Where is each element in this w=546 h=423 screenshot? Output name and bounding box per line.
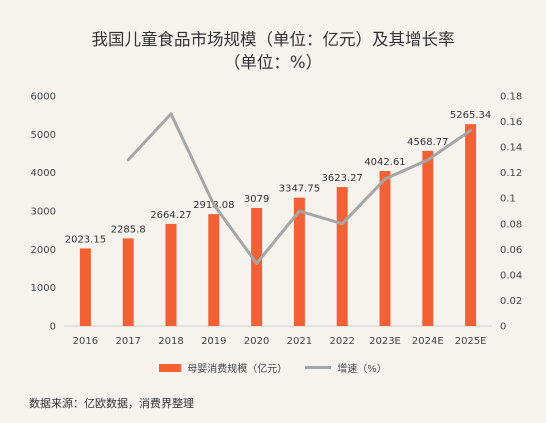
y-right-tick-label: 0.06 (500, 245, 522, 256)
bar-value-label: 3623.27 (322, 173, 363, 184)
y-right-tick-label: 0.08 (500, 219, 522, 230)
y-right-tick-label: 0.02 (500, 296, 522, 307)
growth-line (126, 112, 473, 265)
chart-title-line1: 我国儿童食品市场规模（单位：亿元）及其增长率 (91, 30, 455, 49)
x-tick-label: 2016 (73, 336, 98, 347)
x-tick-label: 2025E (455, 336, 487, 347)
bar (122, 238, 134, 326)
x-tick-label: 2019 (201, 336, 226, 347)
y-right-tick-label: 0.18 (500, 92, 522, 103)
y-left-tick-label: 5000 (31, 130, 56, 141)
bar-value-label: 3347.75 (279, 184, 320, 195)
y-left-tick-label: 1000 (31, 283, 56, 294)
y-right-tick-label: 0.14 (500, 143, 522, 154)
source-note: 数据来源：亿欧数据，消费界整理 (29, 397, 194, 410)
legend-item-bar: 母婴消费规模（亿元） (159, 360, 287, 375)
legend-item-line: 增速（%） (305, 360, 387, 375)
x-tick-label: 2024E (412, 336, 444, 347)
y-left-tick-label: 3000 (31, 207, 56, 218)
y-left-tick-label: 6000 (31, 92, 56, 103)
x-tick-label: 2020 (244, 336, 269, 347)
bar (422, 150, 434, 326)
x-tick-label: 2023E (369, 336, 401, 347)
bar-value-label: 2285.8 (111, 224, 146, 235)
y-right-tick-label: 0.16 (500, 117, 522, 128)
bar-value-label: 3079 (244, 194, 269, 205)
bar-value-label: 2664.27 (150, 210, 191, 221)
x-tick-label: 2021 (287, 336, 312, 347)
legend-swatch-bar (159, 363, 182, 372)
y-right-tick-label: 0.1 (500, 194, 516, 205)
chart-title-line2: （单位：%） (223, 53, 323, 72)
x-tick-label: 2017 (115, 336, 140, 347)
bar (208, 214, 220, 326)
bar-value-label: 4568.77 (407, 137, 448, 148)
bar (465, 124, 477, 327)
y-right-tick-label: 0.12 (500, 168, 522, 179)
bar (379, 171, 391, 326)
legend: 母婴消费规模（亿元） 增速（%） (0, 360, 546, 375)
x-tick-label: 2018 (158, 336, 183, 347)
y-right-tick-label: 0 (500, 322, 506, 333)
y-left-tick-label: 2000 (31, 245, 56, 256)
legend-label-line: 增速（%） (337, 364, 387, 375)
bar (79, 248, 91, 326)
bar-value-label: 5265.34 (450, 110, 491, 121)
legend-swatch-line (305, 366, 332, 369)
y-right-tick-label: 0.04 (500, 270, 522, 281)
bar (251, 207, 263, 326)
bar-value-label: 2023.15 (65, 234, 106, 245)
bar (165, 223, 177, 326)
chart-title: 我国儿童食品市场规模（单位：亿元）及其增长率 （单位：%） (0, 28, 546, 74)
legend-label-bar: 母婴消费规模（亿元） (187, 364, 288, 375)
x-tick-label: 2022 (329, 336, 354, 347)
y-left-tick-label: 4000 (31, 168, 56, 179)
y-left-tick-label: 0 (50, 322, 56, 333)
bar (336, 187, 348, 326)
bar-value-label: 4042.61 (364, 157, 405, 168)
bar (293, 197, 305, 326)
